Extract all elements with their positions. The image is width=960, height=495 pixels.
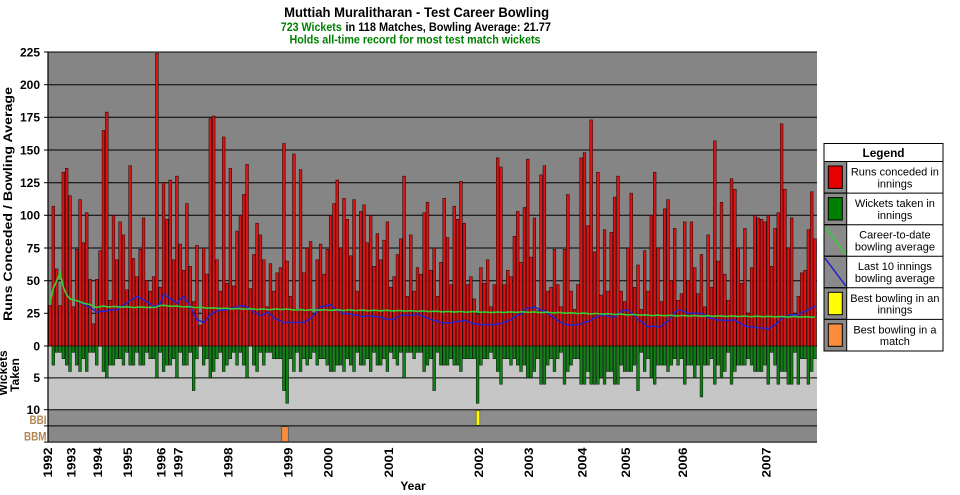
svg-text:1997: 1997 [171,447,185,477]
svg-text:Wickets: Wickets [0,350,10,396]
svg-text:Runs Conceded / Bowling Averag: Runs Conceded / Bowling Average [1,87,15,321]
svg-text:75: 75 [27,241,41,255]
svg-text:1994: 1994 [91,447,105,477]
svg-text:bowling average: bowling average [855,273,935,285]
svg-text:2001: 2001 [382,447,396,477]
svg-text:innings: innings [877,305,912,317]
svg-text:2002: 2002 [472,447,486,477]
svg-text:2005: 2005 [619,447,633,477]
svg-text:10: 10 [27,403,41,417]
svg-text:Holds all-time record for most: Holds all-time record for most test matc… [290,35,541,47]
svg-text:in 118 Matches, Bowling Averag: in 118 Matches, Bowling Average: 21.77 [346,22,552,34]
svg-text:Year: Year [400,479,426,493]
svg-text:Wickets taken in: Wickets taken in [855,198,935,210]
svg-text:2003: 2003 [522,447,536,477]
svg-text:Muttiah Muralitharan - Test Ca: Muttiah Muralitharan - Test Career Bowli… [284,5,549,20]
svg-text:175: 175 [20,111,40,125]
svg-text:0: 0 [33,339,40,353]
svg-text:1999: 1999 [282,447,296,477]
svg-text:2004: 2004 [576,447,590,477]
svg-text:1996: 1996 [155,447,169,477]
svg-text:1995: 1995 [121,447,135,477]
svg-text:723 Wickets: 723 Wickets [281,22,342,34]
svg-text:50: 50 [27,274,41,288]
svg-text:100: 100 [20,209,40,223]
svg-text:125: 125 [20,176,40,190]
svg-text:1998: 1998 [221,447,235,477]
svg-text:2006: 2006 [676,447,690,477]
svg-text:BBI: BBI [30,413,47,427]
svg-text:225: 225 [20,45,40,59]
svg-text:150: 150 [20,143,40,157]
svg-text:match: match [880,336,910,348]
svg-text:bowling average: bowling average [855,242,935,254]
svg-text:Best bowling in a: Best bowling in a [853,324,937,336]
svg-text:innings: innings [877,178,912,190]
svg-text:Legend: Legend [863,146,905,160]
svg-text:5: 5 [33,371,40,385]
svg-text:Last 10 innings: Last 10 innings [858,261,932,273]
svg-text:Runs conceded in: Runs conceded in [851,167,939,179]
svg-text:Career-to-date: Career-to-date [859,230,931,242]
svg-text:25: 25 [27,307,41,321]
svg-text:BBM: BBM [24,429,47,443]
svg-text:2007: 2007 [759,447,773,477]
svg-text:Taken: Taken [8,358,22,392]
svg-text:2000: 2000 [322,447,336,477]
svg-text:1992: 1992 [41,447,55,477]
svg-text:innings: innings [877,210,912,222]
svg-text:200: 200 [20,78,40,92]
svg-text:1993: 1993 [64,447,78,477]
svg-text:Best bowling in an: Best bowling in an [850,293,939,305]
